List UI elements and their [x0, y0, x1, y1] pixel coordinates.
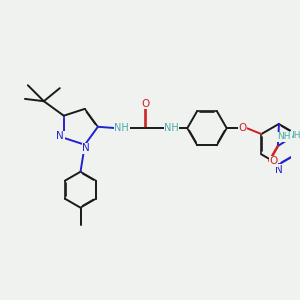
Text: NH: NH: [164, 123, 179, 133]
Text: N: N: [82, 143, 90, 153]
Text: O: O: [141, 99, 150, 109]
Text: O: O: [238, 123, 247, 133]
Text: O: O: [269, 156, 278, 166]
Text: NH: NH: [114, 123, 129, 133]
Text: NH: NH: [287, 131, 300, 140]
Text: N: N: [275, 165, 283, 175]
Text: NH: NH: [278, 132, 291, 141]
Text: N: N: [56, 131, 64, 141]
